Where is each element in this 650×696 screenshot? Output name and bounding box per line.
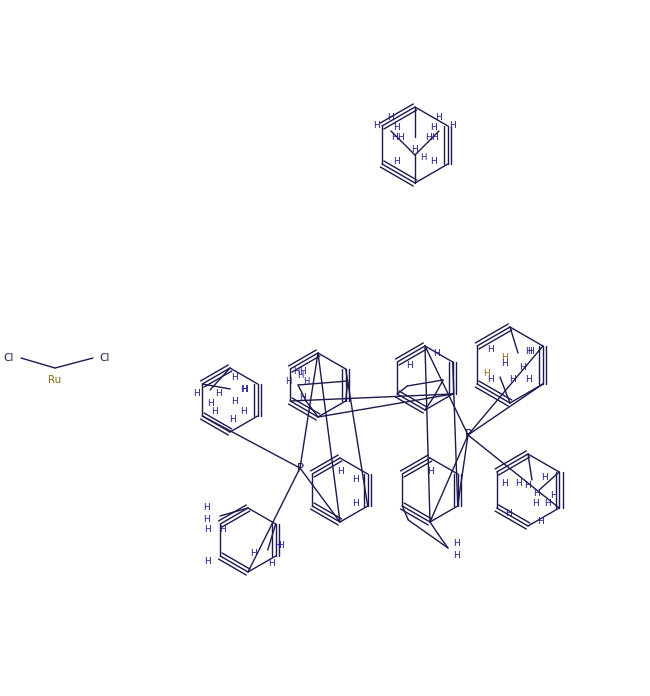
Text: H: H: [393, 123, 400, 132]
Text: H: H: [192, 390, 200, 399]
Text: H: H: [297, 370, 303, 379]
Text: H: H: [436, 113, 443, 122]
Text: H: H: [204, 557, 211, 565]
Text: H: H: [387, 113, 395, 122]
Text: H: H: [393, 157, 400, 166]
Text: H: H: [541, 473, 547, 482]
Text: H: H: [285, 377, 291, 386]
Text: H: H: [204, 525, 211, 534]
Text: H: H: [434, 349, 441, 358]
Text: H: H: [524, 482, 530, 491]
Text: H: H: [537, 516, 543, 525]
Text: H: H: [550, 491, 556, 500]
Text: H: H: [411, 145, 419, 155]
Text: H: H: [544, 498, 551, 507]
Text: H: H: [218, 525, 226, 535]
Text: H: H: [303, 377, 309, 386]
Text: H: H: [352, 498, 359, 507]
Text: H: H: [420, 152, 426, 161]
Text: H: H: [240, 406, 247, 416]
Text: H: H: [526, 347, 532, 356]
Text: H: H: [337, 468, 343, 477]
Text: H: H: [501, 480, 508, 489]
Text: H: H: [214, 390, 222, 399]
Text: Cl: Cl: [4, 353, 14, 363]
Text: H: H: [487, 374, 493, 383]
Text: H: H: [231, 397, 238, 406]
Text: H: H: [482, 368, 489, 377]
Text: Ru: Ru: [48, 375, 62, 385]
Text: H: H: [452, 551, 460, 560]
Text: H: H: [207, 400, 213, 409]
Text: H: H: [292, 367, 299, 376]
Text: H: H: [500, 358, 508, 367]
Text: H: H: [430, 123, 437, 132]
Text: H: H: [250, 550, 257, 558]
Text: H: H: [274, 541, 281, 551]
Text: H: H: [500, 352, 508, 361]
Text: H: H: [299, 367, 305, 377]
Text: H: H: [532, 489, 540, 498]
Text: P: P: [296, 461, 304, 475]
Text: H: H: [487, 345, 493, 354]
Text: H: H: [398, 132, 404, 141]
Text: H: H: [426, 468, 434, 477]
Text: H: H: [406, 361, 413, 370]
Text: H: H: [268, 560, 275, 569]
Text: H: H: [391, 132, 398, 141]
Text: H: H: [241, 384, 248, 393]
Text: H: H: [278, 541, 284, 551]
Text: H: H: [203, 516, 209, 525]
Text: H: H: [432, 132, 438, 141]
Text: H: H: [526, 374, 532, 383]
Text: H: H: [352, 475, 359, 484]
Text: H: H: [299, 393, 305, 402]
Text: H: H: [240, 384, 247, 393]
Text: H: H: [430, 157, 437, 166]
Text: H: H: [203, 503, 209, 512]
Text: H: H: [526, 347, 534, 356]
Text: H: H: [426, 132, 432, 141]
Text: H: H: [508, 374, 515, 383]
Text: P: P: [465, 429, 471, 441]
Text: H: H: [231, 372, 238, 381]
Text: H: H: [211, 406, 218, 416]
Text: Cl: Cl: [100, 353, 110, 363]
Text: H: H: [452, 539, 460, 548]
Text: H: H: [450, 120, 456, 129]
Text: H: H: [229, 415, 235, 423]
Text: H: H: [506, 509, 512, 518]
Text: H: H: [515, 480, 521, 489]
Text: H: H: [519, 363, 525, 372]
Text: H: H: [374, 120, 380, 129]
Text: H: H: [532, 500, 539, 509]
